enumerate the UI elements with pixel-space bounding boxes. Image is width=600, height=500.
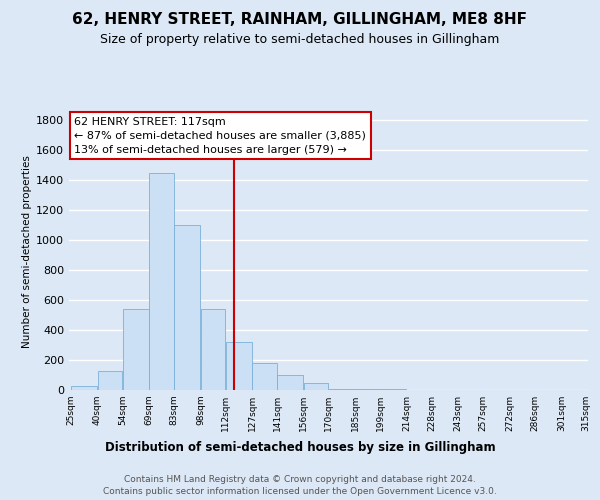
Bar (355, 389, 380, 390)
Text: 62, HENRY STREET, RAINHAM, GILLINGHAM, ME8 8HF: 62, HENRY STREET, RAINHAM, GILLINGHAM, M… (73, 12, 527, 28)
Bar (277, 375, 304, 390)
Bar (380, 389, 406, 390)
Bar (174, 225, 200, 390)
Bar (122, 309, 149, 390)
Bar (98, 370, 122, 390)
Text: Contains public sector information licensed under the Open Government Licence v3: Contains public sector information licen… (103, 486, 497, 496)
Y-axis label: Number of semi-detached properties: Number of semi-detached properties (22, 155, 32, 348)
Bar (253, 363, 277, 390)
Text: 62 HENRY STREET: 117sqm
← 87% of semi-detached houses are smaller (3,885)
13% of: 62 HENRY STREET: 117sqm ← 87% of semi-de… (74, 116, 366, 154)
Bar (226, 342, 252, 390)
Text: Size of property relative to semi-detached houses in Gillingham: Size of property relative to semi-detach… (100, 32, 500, 46)
Bar (304, 383, 328, 390)
Bar (201, 309, 225, 390)
Bar (149, 172, 173, 390)
Bar (71, 386, 97, 390)
Text: Contains HM Land Registry data © Crown copyright and database right 2024.: Contains HM Land Registry data © Crown c… (124, 474, 476, 484)
Bar (329, 388, 355, 390)
Text: Distribution of semi-detached houses by size in Gillingham: Distribution of semi-detached houses by … (104, 441, 496, 454)
